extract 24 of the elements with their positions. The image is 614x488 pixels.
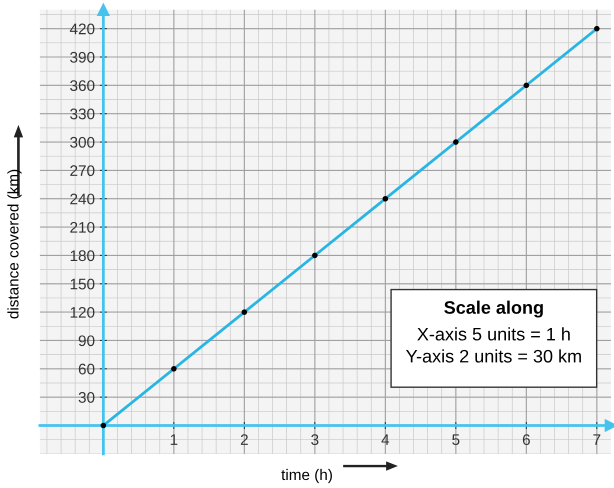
x-tick-label: 5 [452,434,460,446]
annotation: Scale along X-axis 5 units = 1 h Y-axis 2 units = 30 km [406,300,581,363]
x-tick-label: 2 [240,434,248,445]
y-tick-label: 150 [70,278,94,290]
y-tick-label: 180 [70,250,94,262]
y-tick-label: 330 [70,108,94,120]
y-tick-label: 300 [70,136,94,148]
y-tick-label: 210 [70,222,94,233]
x-tick-label: 4 [381,434,390,445]
y-tick-label: 420 [70,24,94,34]
y-tick-label: 90 [78,335,94,346]
x-tick-label: 3 [311,434,318,446]
y-tick-label: 390 [70,52,94,63]
x-tick-label: 1 [170,434,178,445]
y-tick-label: 60 [78,364,94,374]
y-tick-label: 120 [70,306,94,318]
y-tick-label: 360 [70,80,94,92]
x-tick-label: 6 [522,434,530,446]
y-axis-title: distance covered (km) [7,170,22,318]
x-axis-title: time (h) [281,468,332,484]
y-tick-label: 240 [70,194,94,204]
y-tick-label: 270 [70,165,94,176]
x-tick-label: 7 [593,434,600,445]
y-tick-label: 30 [78,392,94,403]
